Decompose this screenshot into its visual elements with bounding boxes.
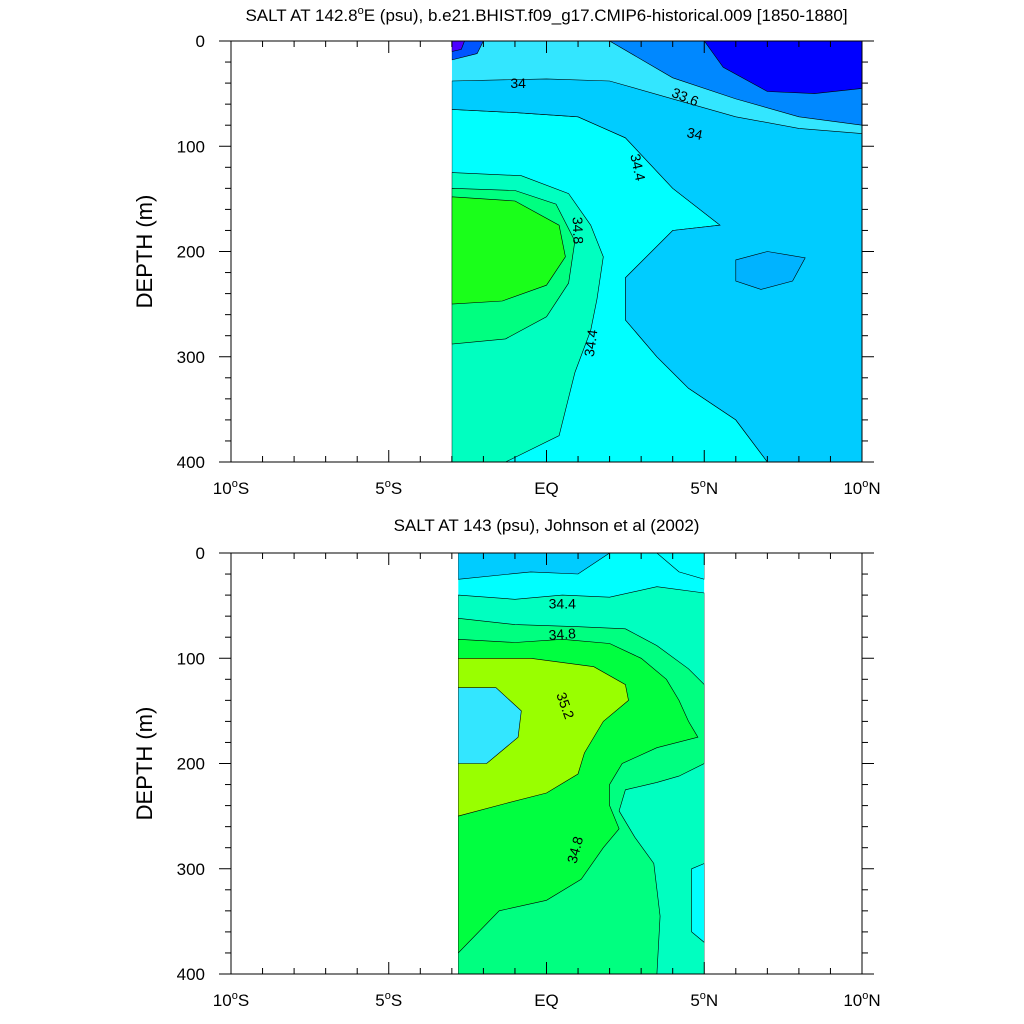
x-tick-label: EQ <box>534 479 559 498</box>
contour-fills <box>458 553 705 974</box>
contour-region-8 <box>691 863 705 943</box>
x-tick-label: 5oS <box>375 990 402 1010</box>
contour-label: 34.8 <box>548 625 577 643</box>
x-tick-label: 5oS <box>375 478 402 498</box>
contour-label: 34.8 <box>564 834 587 865</box>
contour-region-6 <box>458 553 611 580</box>
chart-title: SALT AT 142.8oE (psu), b.e21.BHIST.f09_g… <box>245 5 847 25</box>
y-tick-label: 400 <box>177 453 205 472</box>
y-axis-label: DEPTH (m) <box>132 707 157 821</box>
y-tick-label: 200 <box>177 243 205 262</box>
x-tick-label: 10oS <box>213 990 249 1010</box>
y-tick-label: 400 <box>177 965 205 984</box>
contour-region-5 <box>451 78 862 462</box>
y-tick-label: 300 <box>177 348 205 367</box>
x-tick-label: 10oN <box>843 478 880 498</box>
contour-region-10 <box>451 41 465 52</box>
y-tick-label: 0 <box>196 32 205 51</box>
x-tick-label: EQ <box>534 991 559 1010</box>
contour-region-7 <box>656 553 705 580</box>
x-tick-label: 5oN <box>690 478 718 498</box>
x-tick-label: 5oN <box>690 990 718 1010</box>
chart-title: SALT AT 143 (psu), Johnson et al (2002) <box>394 516 700 535</box>
x-tick-label: 10oS <box>213 478 249 498</box>
contour-fills <box>451 41 862 462</box>
contour-region-5 <box>458 687 522 764</box>
y-tick-label: 0 <box>196 544 205 563</box>
contour-label: 34 <box>510 75 526 91</box>
contour-label: 34.4 <box>627 152 648 182</box>
contour-region-4 <box>451 196 566 305</box>
y-tick-label: 100 <box>177 649 205 668</box>
contour-region-6 <box>735 251 806 290</box>
y-tick-label: 300 <box>177 860 205 879</box>
x-tick-label: 10oN <box>843 990 880 1010</box>
contour-label: 34.4 <box>581 328 601 357</box>
contour-label: 34.4 <box>549 596 576 612</box>
contour-label: 34.8 <box>570 217 587 245</box>
y-tick-label: 100 <box>177 137 205 156</box>
contour-region-8 <box>703 41 862 94</box>
y-tick-label: 200 <box>177 755 205 774</box>
contour-label: 34 <box>686 124 705 143</box>
y-axis-label: DEPTH (m) <box>132 195 157 309</box>
